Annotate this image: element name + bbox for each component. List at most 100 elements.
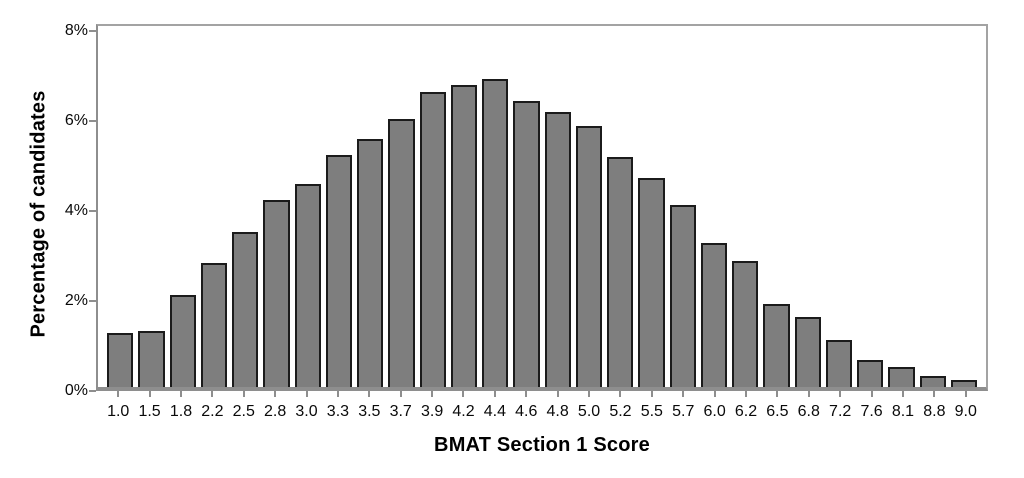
x-tick-cell <box>450 391 476 397</box>
x-tick-mark <box>305 391 308 397</box>
x-tick-label-5.2: 5.2 <box>609 403 632 420</box>
x-tick-label-2.2: 2.2 <box>201 403 224 420</box>
bar-3.3 <box>325 155 352 387</box>
bar-8.8 <box>919 376 946 387</box>
x-tick-mark <box>148 391 151 397</box>
bar-4.6 <box>513 101 540 387</box>
y-tick-mark <box>89 119 96 122</box>
x-tick-cell <box>482 391 508 397</box>
bar-1.5 <box>138 331 165 387</box>
x-tick-label-4.4: 4.4 <box>483 403 506 420</box>
x-tick-mark <box>556 391 559 397</box>
x-tick-mark <box>807 391 810 397</box>
x-tick-label-2.8: 2.8 <box>264 403 287 420</box>
y-tick-label-6%: 6% <box>64 111 88 129</box>
x-tick-cell <box>921 391 947 397</box>
x-tick-label-1.5: 1.5 <box>138 403 161 420</box>
x-tick-label-6.0: 6.0 <box>703 403 726 420</box>
x-tick-mark <box>117 391 120 397</box>
y-tick-label-8%: 8% <box>64 21 88 39</box>
bar-7.6 <box>857 360 884 387</box>
x-tick-mark <box>211 391 214 397</box>
x-tick-cell <box>890 391 916 397</box>
x-tick-cell <box>388 391 414 397</box>
x-tick-cell <box>639 391 665 397</box>
bar-6.2 <box>732 261 759 387</box>
x-tick-mark <box>462 391 465 397</box>
x-tick-cell <box>513 391 539 397</box>
x-tick-mark <box>274 391 277 397</box>
bar-2.5 <box>232 232 259 387</box>
x-tick-label-8.8: 8.8 <box>923 403 946 420</box>
x-tick-mark <box>368 391 371 397</box>
bar-3.9 <box>419 92 446 387</box>
x-tick-cell <box>356 391 382 397</box>
bar-3.7 <box>388 119 415 387</box>
bar-1.0 <box>107 333 134 387</box>
x-tick-cell <box>419 391 445 397</box>
bar-5.7 <box>669 205 696 387</box>
x-tick-label-2.5: 2.5 <box>232 403 255 420</box>
x-tick-label-6.8: 6.8 <box>797 403 820 420</box>
x-tick-mark <box>682 391 685 397</box>
x-axis-tick-marks <box>96 391 988 397</box>
x-tick-cell <box>325 391 351 397</box>
y-tick-mark <box>89 299 96 302</box>
x-tick-label-3.3: 3.3 <box>326 403 350 420</box>
x-tick-label-3.0: 3.0 <box>295 403 318 420</box>
bar-9.0 <box>950 380 977 387</box>
x-tick-label-6.2: 6.2 <box>734 403 758 420</box>
x-tick-mark <box>933 391 936 397</box>
bar-6.5 <box>763 304 790 387</box>
x-tick-label-3.7: 3.7 <box>389 403 412 420</box>
x-tick-label-1.8: 1.8 <box>169 403 193 420</box>
x-tick-label-7.6: 7.6 <box>860 403 883 420</box>
x-tick-mark <box>179 391 182 397</box>
x-axis-title: BMAT Section 1 Score <box>434 434 650 456</box>
y-tick-mark <box>89 29 96 32</box>
x-tick-cell <box>136 391 162 397</box>
x-tick-label-8.1: 8.1 <box>891 403 915 420</box>
x-tick-mark <box>901 391 904 397</box>
x-tick-mark <box>493 391 496 397</box>
bar-4.8 <box>544 112 571 387</box>
y-tick-label-0%: 0% <box>64 382 88 399</box>
bar-6.0 <box>700 243 727 387</box>
x-tick-mark <box>399 391 402 397</box>
x-tick-label-7.2: 7.2 <box>829 403 852 420</box>
x-tick-label-3.5: 3.5 <box>358 403 381 420</box>
x-tick-mark <box>431 391 434 397</box>
x-tick-label-1.0: 1.0 <box>107 403 130 420</box>
x-tick-cell <box>607 391 633 397</box>
x-tick-mark <box>242 391 245 397</box>
x-tick-cell <box>293 391 319 397</box>
bar-5.5 <box>638 178 665 387</box>
x-tick-label-4.2: 4.2 <box>452 403 475 420</box>
bar-3.0 <box>294 184 321 387</box>
x-tick-cell <box>105 391 131 397</box>
x-tick-cell <box>168 391 194 397</box>
x-tick-mark <box>588 391 591 397</box>
x-tick-mark <box>650 391 653 397</box>
bar-2.8 <box>263 200 290 387</box>
bar-7.2 <box>825 340 852 387</box>
x-axis-tick-labels: 1.0 1.5 1.8 2.2 2.5 2.8 3.0 3.3 3.5 3.7 3.9 4.2 4.4 4… <box>96 403 988 421</box>
x-tick-mark <box>745 391 747 397</box>
x-tick-cell <box>701 391 727 397</box>
x-tick-mark <box>964 391 967 397</box>
bar-6.8 <box>794 317 821 387</box>
x-tick-label-5.5: 5.5 <box>640 403 663 420</box>
bar-2.2 <box>200 263 227 387</box>
y-tick-label-2%: 2% <box>64 291 88 309</box>
bar-5.0 <box>575 126 602 387</box>
x-tick-cell <box>764 391 790 397</box>
x-tick-mark <box>776 391 779 397</box>
x-tick-label-9.0: 9.0 <box>954 403 977 420</box>
y-tick-mark <box>89 209 96 212</box>
x-tick-cell <box>199 391 225 397</box>
x-tick-cell <box>733 391 759 397</box>
bar-4.2 <box>450 85 477 387</box>
x-tick-cell <box>231 391 257 397</box>
x-tick-label-4.8: 4.8 <box>546 403 569 420</box>
